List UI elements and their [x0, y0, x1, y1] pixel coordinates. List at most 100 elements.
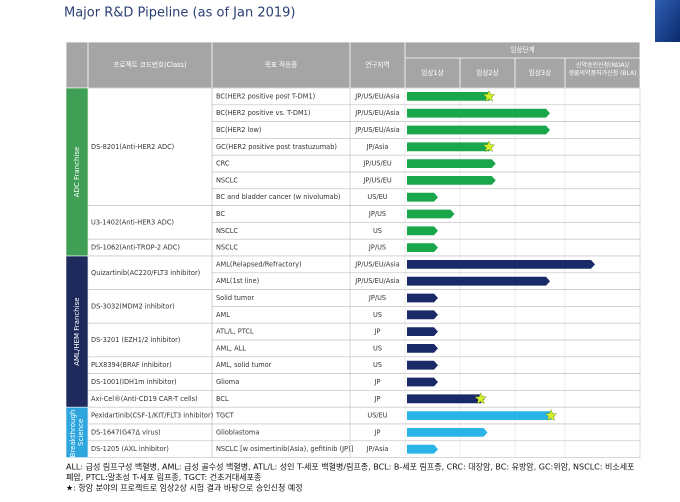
progress-bar [407, 260, 595, 269]
column-header: 임상단계 [510, 45, 534, 54]
progress-bar [407, 192, 438, 202]
indication: AML [216, 311, 230, 319]
progress-bar [407, 344, 438, 353]
progress-bar [407, 176, 496, 185]
indication: CRC [216, 160, 230, 168]
indication: ATL/L, PTCL [216, 328, 254, 336]
project-cell [87, 322, 213, 358]
phase-header: 임상2상 [476, 68, 498, 77]
project-cell [87, 87, 213, 206]
region: JP/US/EU/Asia [354, 260, 399, 268]
franchise-label: AML/HEM Franchise [73, 297, 81, 365]
region: US [373, 361, 382, 369]
indication: Glioma [216, 378, 239, 386]
indication: AML, solid tumor [216, 361, 272, 369]
franchise-label: Breakthrough Science [69, 407, 85, 457]
progress-bar [407, 428, 488, 437]
region: JP/US/EU [362, 176, 392, 184]
project-cell [87, 289, 213, 324]
indication: BC(HER2 positive vs. T-DM1) [216, 109, 310, 117]
indication: NSCLC [216, 227, 238, 235]
progress-bar [407, 209, 455, 219]
region: US [373, 344, 382, 352]
progress-bar [407, 276, 550, 286]
region: JP/US/EU/Asia [354, 126, 399, 134]
star-marker [544, 409, 558, 421]
progress-bar [407, 327, 438, 336]
region: JP/US/EU/Asia [354, 277, 399, 285]
phase-header: 임상1상 [421, 68, 443, 77]
franchise-label: ADC Franchise [73, 147, 81, 198]
project-name: DS-3201 (EZH1/2 inhibitor) [91, 336, 180, 344]
progress-bar [407, 444, 438, 454]
star-marker [482, 89, 496, 102]
corner-decoration [655, 0, 680, 42]
project-name: DS-1647(G47Δ virus) [91, 428, 161, 436]
indication: BC(HER2 low) [216, 126, 261, 134]
project-name: Quizartinib(AC220/FLT3 inhibitor) [91, 269, 200, 277]
region: JP/US/EU/Asia [354, 109, 399, 117]
progress-bar [407, 411, 555, 420]
region: US/EU [367, 193, 387, 201]
region: JP [374, 328, 381, 336]
indication: GC(HER2 positive post trastuzumab) [216, 143, 337, 151]
indication: AML, ALL [216, 344, 246, 352]
phase-header: 신약승인신청(NDA)/생물의약품허가신청 (BLA) [569, 61, 637, 77]
column-header: 프로젝트 코드번호(Class) [113, 60, 186, 69]
region: JP/Asia [366, 445, 389, 453]
region: JP [374, 395, 381, 403]
indication: Glioblastoma [216, 428, 259, 436]
indication: BC and bladder cancer (w nivolumab) [216, 193, 340, 201]
indication: AML(Relapsed/Refractory) [216, 260, 302, 268]
progress-bar [407, 360, 438, 370]
project-name: DS-1062(Anti-TROP-2 ADC) [91, 244, 180, 252]
project-name: DS-1001(IDH1m inhibitor) [91, 378, 177, 386]
progress-bar [407, 293, 438, 303]
region: JP/US/EU/Asia [354, 92, 399, 100]
project-cell [87, 205, 213, 240]
indication: TGCT [215, 412, 235, 420]
region: JP/Asia [366, 143, 389, 151]
indication: AML(1st line) [216, 277, 259, 285]
progress-bar [407, 226, 438, 236]
project-name: DS-3032(MDM2 inhibitor) [91, 302, 175, 310]
indication: NSCLC [216, 244, 238, 252]
progress-bar [407, 394, 485, 404]
indication: BCL [216, 395, 229, 403]
region: JP/US [368, 244, 386, 252]
footnote: 폐암, PTCL:말초성 T-세포 림프종, TGCT: 건초거대세포종 [66, 472, 261, 482]
indication: NSCLC [w osimertinib(Asia), gefitinib (J… [216, 445, 353, 453]
project-name: Axi-Cel®(Anti-CD19 CAR-T cells) [91, 395, 198, 403]
phase-header: 임상3상 [529, 68, 551, 77]
progress-bar [407, 377, 438, 387]
header-bg [65, 41, 641, 89]
progress-bar [407, 243, 438, 252]
region: JP [374, 428, 381, 436]
region: JP/US/EU [362, 160, 392, 168]
indication: BC [216, 210, 225, 218]
project-name: U3-1402(Anti-HER3 ADC) [91, 218, 174, 226]
project-name: PLX8394(BRAF inhibitor) [91, 361, 172, 369]
progress-bar [407, 142, 493, 152]
title: Major R&D Pipeline (as of Jan 2019) [64, 6, 295, 21]
indication: BC(HER2 positive post T-DM1) [216, 92, 315, 100]
progress-bar [407, 92, 493, 101]
region: JP [374, 378, 381, 386]
project-cell [87, 255, 213, 290]
progress-bar [407, 125, 550, 135]
region: US/EU [367, 412, 387, 420]
region: JP/US [368, 294, 386, 302]
project-name: DS-8201(Anti-HER2 ADC) [91, 143, 174, 151]
column-header: 연구지역 [365, 60, 389, 69]
franchise-band [65, 406, 89, 458]
star-marker [482, 140, 496, 153]
project-name: Pexidartinib(CSF-1/KIT/FLT3 inhibitor) [91, 412, 213, 420]
region: US [373, 311, 382, 319]
region: US [373, 227, 382, 235]
progress-bar [407, 108, 550, 118]
project-name: DS-1205 (AXL inhibitor) [91, 445, 169, 453]
progress-bar [407, 159, 496, 168]
footnote: ★: 항암 분야의 프로젝트로 임상2상 시험 결과 바탕으로 승인신청 예정 [66, 483, 303, 493]
star-marker [474, 392, 488, 405]
